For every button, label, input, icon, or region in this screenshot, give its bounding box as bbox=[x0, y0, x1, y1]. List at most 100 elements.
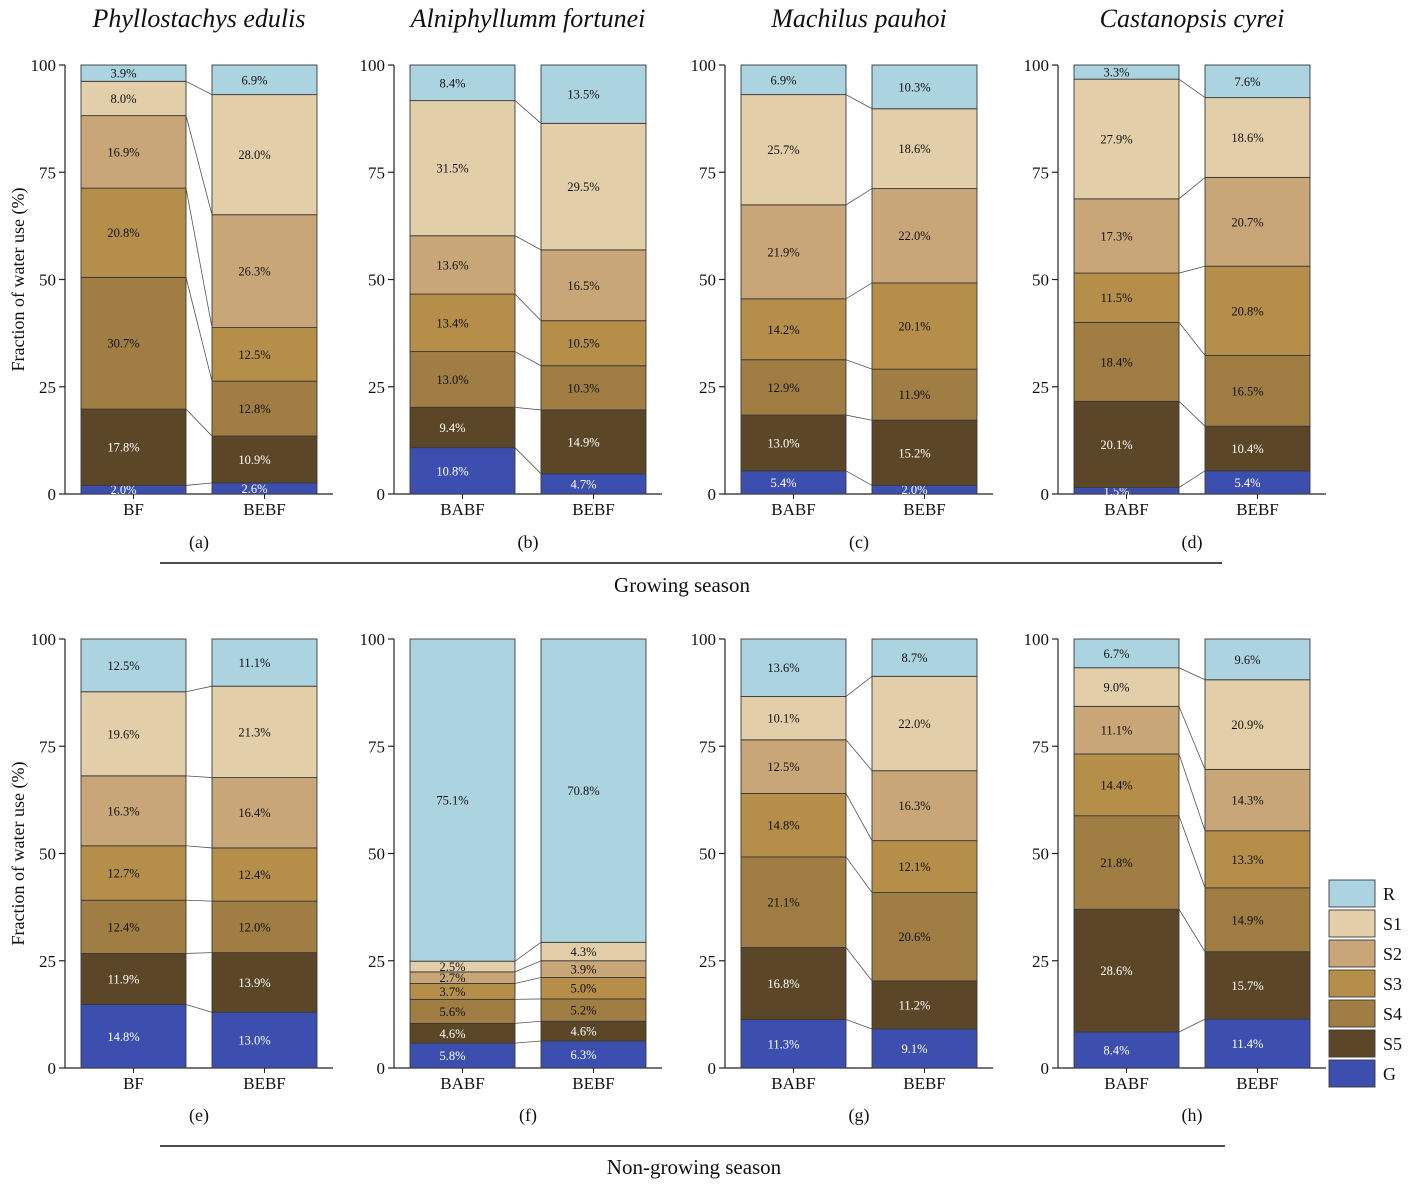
legend-swatch-g bbox=[1328, 1059, 1376, 1088]
segment-r bbox=[1073, 64, 1180, 80]
segment-s4 bbox=[540, 365, 647, 411]
segment-label-s4: 20.6% bbox=[898, 930, 930, 944]
segment-label-s4: 12.0% bbox=[238, 920, 270, 934]
segment-label-s4: 14.9% bbox=[1231, 913, 1263, 927]
connector-line bbox=[185, 482, 213, 486]
segment-label-g: 9.1% bbox=[901, 1042, 927, 1056]
y-tick-label: 100 bbox=[1024, 56, 1050, 75]
panel-letter: (d) bbox=[1182, 532, 1203, 553]
segment-label-s1: 2.5% bbox=[439, 960, 465, 974]
panel-letter: (h) bbox=[1182, 1105, 1203, 1126]
segment-g bbox=[740, 1019, 847, 1069]
segment-r bbox=[80, 64, 187, 82]
segment-label-g: 2.0% bbox=[110, 483, 136, 497]
y-tick-label: 25 bbox=[699, 378, 716, 397]
segment-label-s3: 12.7% bbox=[107, 867, 139, 881]
panel-title: Castanopsis cyrei bbox=[1100, 4, 1285, 33]
segment-label-g: 13.0% bbox=[238, 1034, 270, 1048]
connector-line bbox=[845, 947, 873, 982]
connector-line bbox=[514, 977, 542, 984]
segment-s4 bbox=[1073, 321, 1180, 402]
segment-r bbox=[409, 64, 516, 102]
legend: R S1 S2 S3 S4 S5 G bbox=[1328, 879, 1402, 1088]
y-tick-label: 0 bbox=[48, 1059, 57, 1078]
y-tick-label: 25 bbox=[1032, 952, 1049, 971]
segment-label-s2: 16.5% bbox=[567, 279, 599, 293]
panel-e: 0 25 50 75 100 Fraction of water use (%) 14.8%… bbox=[8, 630, 333, 1126]
y-tick-label: 0 bbox=[377, 485, 386, 504]
segment-s4 bbox=[80, 899, 187, 954]
segment-s4 bbox=[871, 368, 978, 421]
category-label: BEBF bbox=[243, 1074, 286, 1093]
connector-line bbox=[185, 80, 213, 95]
segment-s4 bbox=[211, 900, 318, 954]
y-tick-label: 25 bbox=[368, 378, 385, 397]
connector-line bbox=[514, 941, 542, 962]
segment-s2 bbox=[1073, 198, 1180, 274]
segment-label-s4: 12.4% bbox=[107, 920, 139, 934]
y-tick-label: 75 bbox=[1032, 737, 1049, 756]
panel-g: 0 25 50 75 100 11.3% 16.8% 21.1% 14.8% 12.5% 10.1%… bbox=[691, 630, 993, 1126]
segment-label-r: 3.9% bbox=[110, 67, 136, 81]
segment-label-s2: 11.1% bbox=[1101, 724, 1133, 738]
panel-letter: (c) bbox=[849, 532, 869, 553]
segment-r bbox=[1073, 638, 1180, 669]
segment-label-s3: 5.0% bbox=[570, 982, 596, 996]
segment-label-r: 13.6% bbox=[767, 661, 799, 675]
segment-s5 bbox=[211, 952, 318, 1013]
segment-s1 bbox=[211, 94, 318, 216]
segment-label-r: 6.7% bbox=[1103, 647, 1129, 661]
segment-s1 bbox=[211, 685, 318, 779]
segment-label-s3: 14.8% bbox=[767, 819, 799, 833]
category-label: BABF bbox=[440, 500, 484, 519]
segment-label-r: 8.7% bbox=[901, 651, 927, 665]
connector-line bbox=[514, 406, 542, 411]
segment-label-s4: 5.6% bbox=[439, 1005, 465, 1019]
y-tick-label: 75 bbox=[1032, 163, 1049, 182]
connector-line bbox=[185, 952, 213, 954]
y-tick-label: 75 bbox=[699, 737, 716, 756]
segment-g bbox=[540, 1040, 647, 1069]
panel-letter: (f) bbox=[519, 1105, 537, 1126]
segment-label-s2: 26.3% bbox=[238, 265, 270, 279]
legend-label-s4: S4 bbox=[1383, 1004, 1402, 1024]
category-label: BABF bbox=[1104, 1074, 1148, 1093]
segment-label-s2: 14.3% bbox=[1231, 794, 1263, 808]
segment-label-s1: 29.5% bbox=[567, 180, 599, 194]
segment-g bbox=[871, 1028, 978, 1069]
bar-babf: 1.5%20.1%18.4%11.5%17.3%27.9%3.3% bbox=[1073, 64, 1180, 498]
segment-label-s3: 12.4% bbox=[238, 868, 270, 882]
category-label: BEBF bbox=[903, 500, 946, 519]
segment-s1 bbox=[1073, 667, 1180, 707]
connector-line bbox=[1178, 177, 1206, 200]
connector-line bbox=[1178, 470, 1206, 488]
connector-line bbox=[185, 277, 213, 382]
segment-g bbox=[1204, 1018, 1311, 1069]
connector-line bbox=[845, 188, 873, 206]
segment-label-s5: 13.0% bbox=[767, 436, 799, 450]
segment-r bbox=[80, 638, 187, 693]
segment-label-s5: 4.6% bbox=[570, 1025, 596, 1039]
segment-label-s5: 10.9% bbox=[238, 453, 270, 467]
segment-label-s5: 15.7% bbox=[1231, 979, 1263, 993]
legend-swatch-s1 bbox=[1328, 909, 1376, 938]
segment-s3 bbox=[80, 845, 187, 901]
segment-s5 bbox=[211, 435, 318, 484]
segment-s3 bbox=[740, 792, 847, 858]
y-tick-label: 0 bbox=[1041, 485, 1050, 504]
segment-label-s4: 21.8% bbox=[1100, 856, 1132, 870]
y-tick-label: 75 bbox=[39, 163, 56, 182]
segment-label-s4: 21.1% bbox=[767, 896, 799, 910]
connector-line bbox=[514, 1020, 542, 1024]
segment-s1 bbox=[740, 94, 847, 206]
segment-g bbox=[409, 1042, 516, 1069]
segment-label-r: 6.9% bbox=[241, 73, 267, 87]
segment-label-s5: 11.2% bbox=[899, 998, 931, 1012]
segment-label-g: 10.8% bbox=[436, 464, 468, 478]
category-label: BEBF bbox=[903, 1074, 946, 1093]
y-tick-label: 75 bbox=[368, 163, 385, 182]
panel-letter: (e) bbox=[189, 1105, 209, 1126]
segment-label-s5: 11.9% bbox=[108, 972, 140, 986]
connector-line bbox=[1178, 78, 1206, 98]
connector-line bbox=[1178, 815, 1206, 888]
